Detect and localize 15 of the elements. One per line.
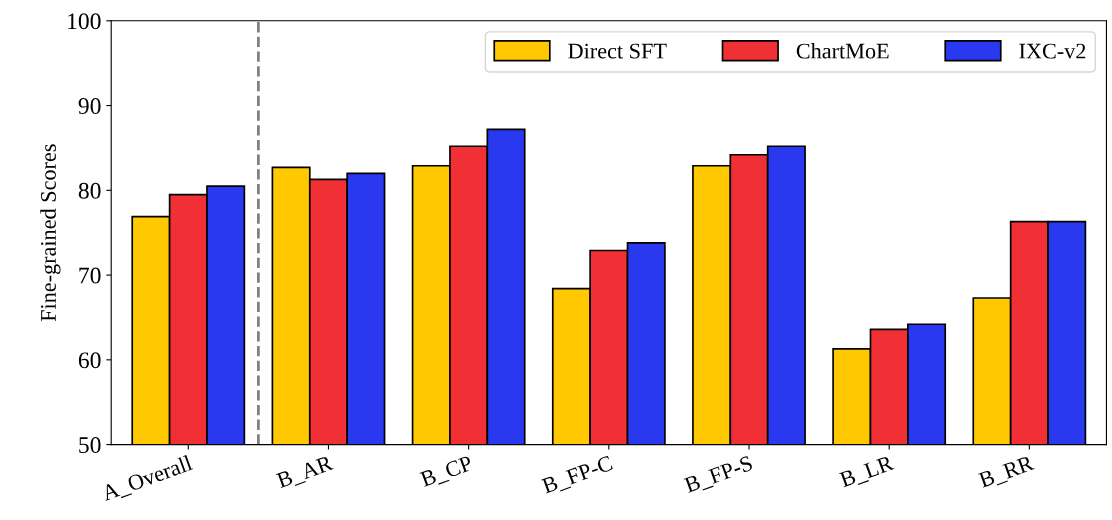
- x-tick-label: B_CP: [419, 455, 475, 490]
- x-tick-label: B_LR: [839, 455, 896, 490]
- legend-label: ChartMoE: [796, 42, 889, 59]
- x-tick-label: B_FP-S: [683, 455, 754, 496]
- x-tick-label: B_RR: [978, 455, 1036, 491]
- y-tick-label: 60: [78, 352, 101, 369]
- y-tick-label: 100: [68, 13, 101, 30]
- y-tick-label: 70: [79, 267, 101, 284]
- y-axis-title: Fine-grained Scores: [40, 144, 61, 322]
- y-tick-label: 50: [79, 437, 101, 454]
- legend-label: Direct SFT: [568, 43, 667, 59]
- x-tick-label: B_AR: [275, 455, 335, 491]
- y-tick-label: 80: [78, 182, 101, 199]
- y-tick-label: 90: [78, 98, 101, 114]
- legend-label: IXC-v2: [1019, 43, 1086, 59]
